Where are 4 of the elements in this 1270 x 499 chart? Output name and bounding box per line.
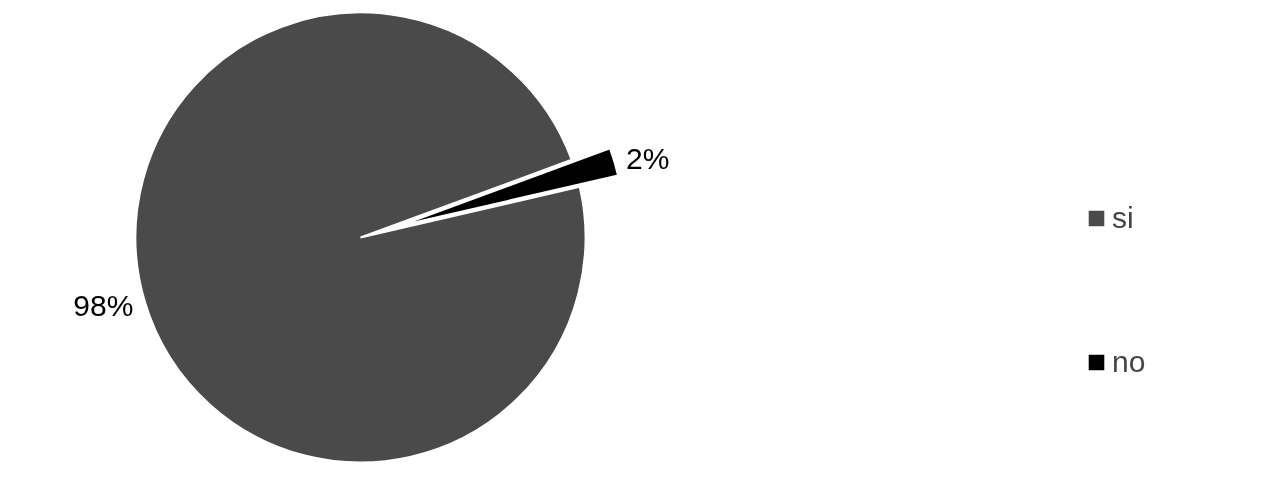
legend-label: si bbox=[1112, 201, 1134, 235]
legend-label: no bbox=[1112, 345, 1146, 379]
data-label: 98% bbox=[73, 288, 134, 322]
data-label: 2% bbox=[625, 141, 670, 175]
